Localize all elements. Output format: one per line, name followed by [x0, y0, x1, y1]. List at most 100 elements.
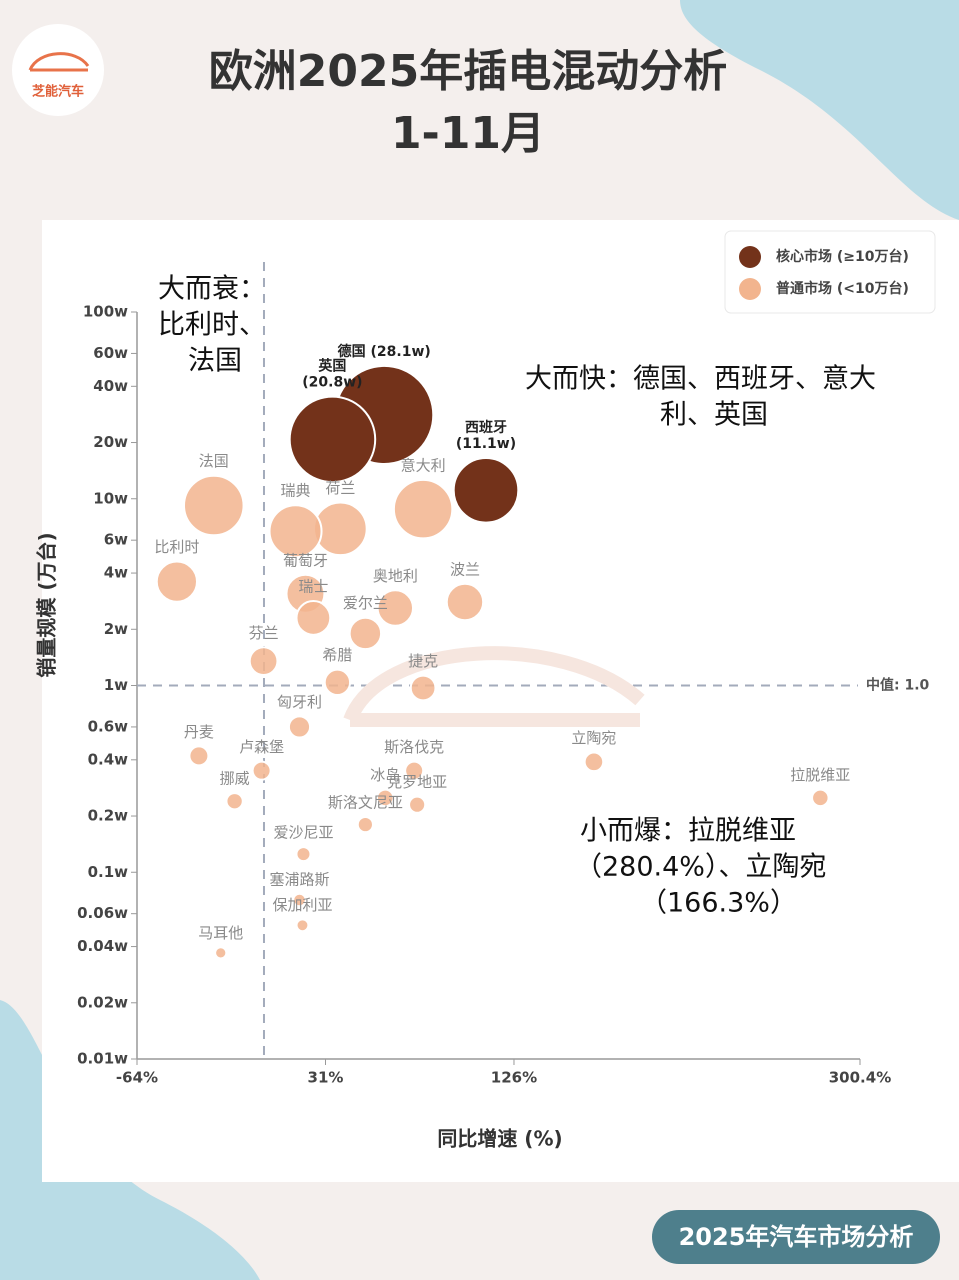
bubble — [295, 846, 312, 863]
bubble-label: 卢森堡 — [239, 738, 284, 756]
y-tick-label: 0.04w — [77, 937, 128, 955]
bubble-label: 荷兰 — [325, 479, 355, 497]
bubble-label: 法国 — [199, 452, 229, 470]
deco-blob — [0, 1000, 260, 1280]
bubble — [376, 589, 415, 627]
bubble-label: 英国 — [317, 358, 346, 375]
bubble — [295, 918, 310, 933]
title: 1-11月 — [391, 108, 545, 159]
legend-label: 核心市场 (≥10万台) — [776, 248, 909, 265]
bubble — [225, 792, 244, 811]
legend-label: 普通市场 (<10万台) — [776, 280, 909, 297]
x-tick-label: 31% — [308, 1069, 344, 1087]
bubble — [811, 788, 830, 808]
annotation: （280.4%）、立陶宛 — [575, 852, 826, 883]
bubble — [288, 395, 377, 484]
bubble-label: 芬兰 — [249, 624, 279, 642]
bubble-label: 西班牙 — [465, 419, 507, 436]
bubble-label: 瑞典 — [281, 482, 311, 500]
bubble-label: 爱尔兰 — [343, 594, 388, 612]
bubble — [251, 760, 272, 781]
x-tick-label: 126% — [491, 1069, 537, 1087]
bubble-label: (20.8w) — [302, 375, 362, 391]
bubble — [356, 815, 374, 834]
y-tick-label: 0.01w — [77, 1050, 128, 1068]
bubble — [155, 560, 199, 603]
annotation: （166.3%） — [640, 888, 797, 919]
bubble-label: 意大利 — [401, 456, 446, 474]
bubble — [287, 715, 312, 739]
x-tick-label: 300.4% — [829, 1069, 891, 1087]
y-tick-label: 40w — [93, 377, 128, 395]
bubble — [409, 674, 437, 702]
footer-badge — [652, 1210, 940, 1264]
bubble — [452, 456, 520, 524]
y-axis-label: 销量规模 (万台) — [35, 532, 59, 677]
legend-box — [724, 230, 936, 314]
bubble-label: 斯洛伐克 — [384, 738, 444, 756]
bubble — [375, 788, 395, 808]
x-tick-label: -64% — [116, 1069, 158, 1087]
bubble — [392, 478, 454, 540]
bubble-label: 马耳他 — [198, 924, 243, 942]
y-tick-label: 0.06w — [77, 904, 128, 922]
bubble — [323, 668, 352, 696]
y-tick-label: 0.6w — [88, 717, 129, 735]
bubble — [445, 582, 485, 622]
y-tick-label: 2w — [104, 620, 128, 638]
bubble-label: 捷克 — [408, 652, 438, 670]
bubble-label: 匈牙利 — [277, 693, 322, 711]
bubble — [408, 795, 427, 814]
bubble-label: 立陶宛 — [571, 729, 616, 747]
annotation: 利、英国 — [660, 400, 768, 431]
y-tick-label: 6w — [104, 531, 128, 549]
y-tick-label: 0.4w — [88, 750, 129, 768]
bubble — [348, 616, 383, 651]
bubble-label: 葡萄牙 — [283, 551, 328, 569]
deco-blob — [680, 0, 959, 220]
bubble — [268, 504, 323, 559]
bubble-label: 爱沙尼亚 — [273, 824, 333, 842]
logo-text: 芝能汽车 — [32, 84, 84, 100]
bubble-label: 冰岛 — [370, 766, 400, 784]
annotation: 法国 — [188, 346, 242, 377]
bubble-label: (11.1w) — [456, 436, 516, 452]
bubble — [214, 946, 228, 960]
bubble-label: 拉脱维亚 — [790, 766, 850, 784]
x-axis-label: 同比增速 (%) — [437, 1127, 562, 1151]
bubble-label: 丹麦 — [184, 723, 214, 741]
annotation: 大而衰： — [158, 274, 266, 305]
y-tick-label: 10w — [93, 489, 128, 507]
bubble — [295, 600, 332, 636]
bubble-label: 波兰 — [450, 560, 480, 578]
bubble — [404, 760, 425, 781]
logo-icon — [28, 52, 90, 72]
legend-swatch — [739, 246, 761, 268]
watermark — [343, 646, 645, 727]
y-tick-label: 60w — [93, 344, 128, 362]
bubble-label: 比利时 — [154, 538, 199, 556]
bubble — [583, 751, 605, 773]
bubble — [183, 474, 245, 537]
bubble — [292, 892, 307, 908]
bubble-label: 克罗地亚 — [387, 773, 447, 791]
footer-badge-text: 2025年汽车市场分析 — [679, 1223, 914, 1251]
y-tick-label: 0.02w — [77, 993, 128, 1011]
bubble-label: 塞浦路斯 — [269, 870, 329, 888]
y-tick-label: 1w — [104, 676, 128, 694]
chart-card — [42, 220, 959, 1182]
median-label: 中值: 1.0 — [866, 677, 930, 694]
legend-swatch — [739, 278, 761, 300]
bubble-label: 奥地利 — [373, 567, 418, 585]
bubble-label: 希腊 — [322, 646, 352, 664]
annotation: 大而快：德国、西班牙、意大 — [525, 364, 876, 395]
y-tick-label: 20w — [93, 433, 128, 451]
y-tick-label: 100w — [83, 303, 128, 321]
bubble-label: 瑞士 — [298, 578, 328, 596]
bubble-label: 斯洛文尼亚 — [328, 793, 403, 811]
bubble-label: 保加利亚 — [272, 896, 332, 914]
bubble — [188, 745, 210, 767]
y-tick-label: 0.2w — [88, 807, 129, 825]
